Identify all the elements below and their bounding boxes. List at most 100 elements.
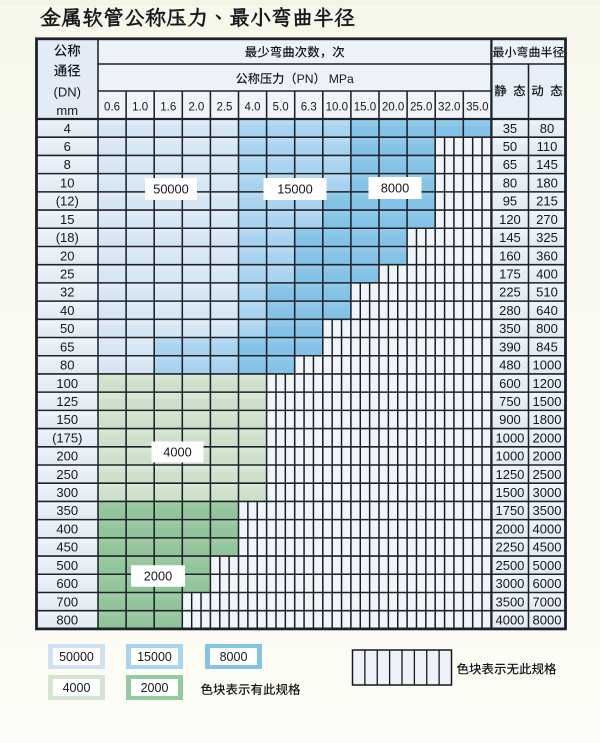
svg-text:3000: 3000: [495, 576, 524, 591]
svg-text:15000: 15000: [277, 182, 313, 197]
svg-text:2000: 2000: [533, 430, 562, 445]
svg-text:3500: 3500: [495, 594, 524, 609]
svg-text:3500: 3500: [533, 503, 562, 518]
svg-text:800: 800: [536, 321, 558, 336]
svg-text:1750: 1750: [495, 503, 524, 518]
svg-text:270: 270: [536, 212, 558, 227]
svg-text:32.0: 32.0: [438, 102, 460, 114]
svg-text:4.0: 4.0: [245, 102, 261, 114]
svg-text:175: 175: [499, 266, 521, 281]
svg-text:2000: 2000: [141, 681, 169, 695]
svg-text:4000: 4000: [163, 445, 191, 460]
svg-text:125: 125: [56, 394, 78, 409]
svg-text:845: 845: [536, 339, 558, 354]
svg-text:4000: 4000: [63, 681, 91, 695]
svg-text:640: 640: [536, 303, 558, 318]
svg-text:80: 80: [540, 121, 554, 136]
svg-text:300: 300: [56, 485, 78, 500]
svg-text:50000: 50000: [59, 650, 94, 664]
svg-text:1.0: 1.0: [132, 102, 148, 114]
svg-text:10: 10: [60, 175, 74, 190]
svg-text:250: 250: [56, 467, 78, 482]
svg-text:900: 900: [499, 412, 521, 427]
svg-text:8000: 8000: [381, 181, 409, 196]
svg-text:(18): (18): [56, 230, 79, 245]
svg-text:390: 390: [499, 339, 521, 354]
svg-text:400: 400: [536, 266, 558, 281]
svg-text:15.0: 15.0: [354, 102, 376, 114]
svg-text:350: 350: [499, 321, 521, 336]
svg-text:120: 120: [499, 212, 521, 227]
svg-text:65: 65: [503, 157, 517, 172]
svg-text:1000: 1000: [495, 449, 524, 464]
svg-text:480: 480: [499, 358, 521, 373]
svg-text:280: 280: [499, 303, 521, 318]
svg-text:32: 32: [60, 285, 74, 300]
svg-text:25: 25: [60, 266, 74, 281]
svg-text:200: 200: [56, 449, 78, 464]
svg-text:400: 400: [56, 521, 78, 536]
svg-text:145: 145: [499, 230, 521, 245]
svg-text:(175): (175): [52, 430, 82, 445]
svg-text:2500: 2500: [495, 558, 524, 573]
svg-text:0.6: 0.6: [104, 102, 120, 114]
svg-text:160: 160: [499, 248, 521, 263]
svg-text:180: 180: [536, 175, 558, 190]
svg-text:600: 600: [56, 576, 78, 591]
svg-text:80: 80: [503, 175, 517, 190]
svg-text:5.0: 5.0: [273, 102, 289, 114]
svg-text:700: 700: [56, 594, 78, 609]
svg-text:360: 360: [536, 248, 558, 263]
svg-text:2.0: 2.0: [188, 102, 204, 114]
svg-text:2.5: 2.5: [216, 102, 232, 114]
svg-text:50: 50: [60, 321, 74, 336]
svg-text:8: 8: [64, 157, 71, 172]
svg-text:1000: 1000: [495, 430, 524, 445]
svg-text:800: 800: [56, 612, 78, 627]
svg-text:8000: 8000: [533, 612, 562, 627]
svg-text:1250: 1250: [495, 467, 524, 482]
svg-text:6: 6: [64, 139, 71, 154]
svg-text:1200: 1200: [533, 376, 562, 391]
svg-text:325: 325: [536, 230, 558, 245]
svg-text:20.0: 20.0: [382, 102, 404, 114]
svg-text:80: 80: [60, 358, 74, 373]
svg-text:15000: 15000: [137, 650, 172, 664]
svg-text:50: 50: [503, 139, 517, 154]
svg-text:PN: PN: [297, 72, 314, 86]
svg-text:145: 145: [536, 157, 558, 172]
svg-text:25.0: 25.0: [410, 102, 432, 114]
svg-text:1.6: 1.6: [160, 102, 176, 114]
svg-text:225: 225: [499, 285, 521, 300]
svg-text:2000: 2000: [495, 521, 524, 536]
svg-text:5000: 5000: [533, 558, 562, 573]
svg-text:1000: 1000: [533, 358, 562, 373]
svg-text:4000: 4000: [495, 612, 524, 627]
svg-text:20: 20: [60, 248, 74, 263]
svg-text:95: 95: [503, 194, 517, 209]
svg-text:2000: 2000: [533, 449, 562, 464]
svg-text:6.3: 6.3: [301, 102, 317, 114]
svg-text:4000: 4000: [533, 521, 562, 536]
svg-text:500: 500: [56, 558, 78, 573]
svg-text:2500: 2500: [533, 467, 562, 482]
svg-text:510: 510: [536, 285, 558, 300]
svg-text:4500: 4500: [533, 540, 562, 555]
svg-text:1500: 1500: [495, 485, 524, 500]
svg-text:6000: 6000: [533, 576, 562, 591]
svg-text:215: 215: [536, 194, 558, 209]
svg-text:150: 150: [56, 412, 78, 427]
svg-text:600: 600: [499, 376, 521, 391]
svg-text:3000: 3000: [533, 485, 562, 500]
svg-text:450: 450: [56, 540, 78, 555]
svg-text:65: 65: [60, 339, 74, 354]
svg-text:4: 4: [64, 121, 71, 136]
svg-text:2250: 2250: [495, 540, 524, 555]
svg-text:2000: 2000: [144, 569, 172, 584]
svg-text:350: 350: [56, 503, 78, 518]
svg-text:15: 15: [60, 212, 74, 227]
svg-text:1800: 1800: [533, 412, 562, 427]
svg-text:mm: mm: [56, 103, 78, 118]
svg-text:40: 40: [60, 303, 74, 318]
svg-text:MPa: MPa: [329, 72, 354, 86]
